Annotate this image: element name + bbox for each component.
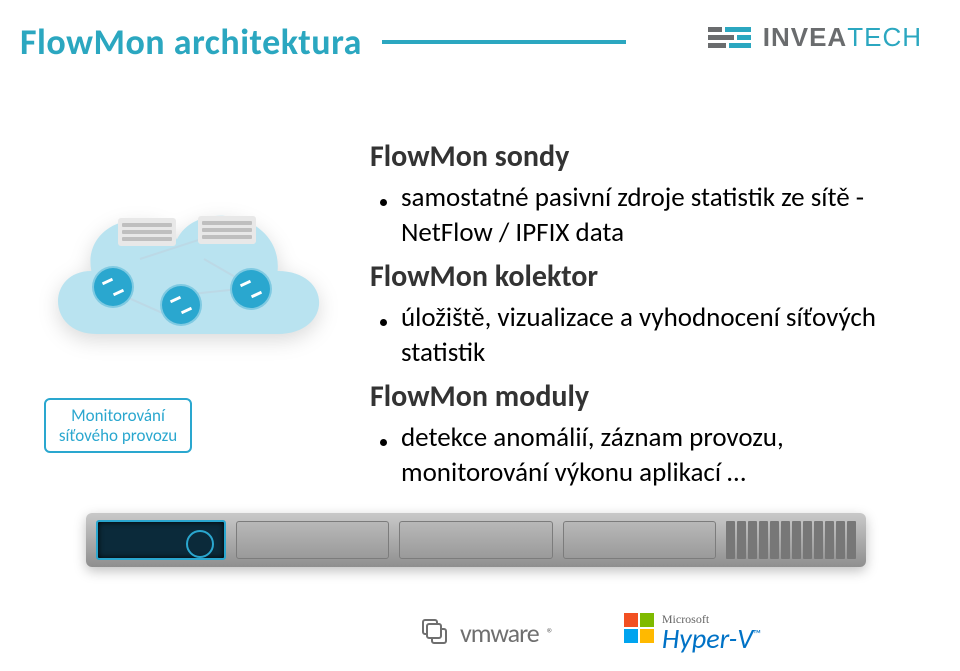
hyperv-logo: Microsoft Hyper-V™ — [624, 613, 761, 653]
server-icon — [118, 218, 176, 246]
brand-name: INVEATECH — [763, 22, 922, 53]
hyperv-text: Hyper-V™ — [662, 625, 761, 653]
monitor-label-line2: síťového provozu — [50, 426, 186, 446]
brand-logo: INVEATECH — [708, 22, 922, 53]
cloud-illustration: Monitorování síťového provozu — [32, 160, 352, 460]
microsoft-squares-icon — [624, 613, 654, 643]
partner-logos: vmware® Microsoft Hyper-V™ — [420, 613, 761, 653]
brand-name-part1: INVEA — [763, 22, 847, 52]
router-icon — [160, 284, 202, 326]
list-item: detekce anomálií, záznam provozu, monito… — [380, 421, 930, 490]
list-text: úložiště, vizualizace a vyhodnocení síťo… — [401, 301, 930, 370]
vmware-text: vmware — [460, 617, 539, 649]
router-icon — [92, 266, 134, 308]
monitor-label-line1: Monitorování — [50, 406, 186, 426]
brand-name-part2: TECH — [847, 22, 922, 52]
section-heading-sondy: FlowMon sondy — [370, 138, 930, 175]
list-text: detekce anomálií, záznam provozu, monito… — [401, 421, 930, 490]
vmware-logo: vmware® — [420, 617, 554, 649]
hardware-bay — [399, 521, 552, 559]
hardware-vents-icon — [726, 521, 856, 559]
title-bar: FlowMon architektura — [20, 14, 626, 70]
hardware-bay — [236, 521, 389, 559]
hardware-appliance — [86, 513, 866, 567]
brand-bars-icon — [708, 27, 751, 48]
router-icon — [230, 268, 272, 310]
hardware-display-icon — [96, 520, 226, 560]
monitor-label: Monitorování síťového provozu — [44, 398, 192, 453]
page-title: FlowMon architektura — [20, 20, 362, 64]
title-accent-line — [382, 40, 626, 44]
list-item: samostatné pasivní zdroje statistik ze s… — [380, 181, 930, 250]
hardware-bay — [563, 521, 716, 559]
main-content: FlowMon sondy samostatné pasivní zdroje … — [370, 130, 930, 496]
vmware-boxes-icon — [420, 617, 452, 649]
cloud-icon — [36, 166, 338, 376]
section-heading-kolektor: FlowMon kolektor — [370, 258, 930, 295]
server-icon — [198, 216, 256, 244]
section-heading-moduly: FlowMon moduly — [370, 378, 930, 415]
list-text: samostatné pasivní zdroje statistik ze s… — [401, 181, 930, 250]
list-item: úložiště, vizualizace a vyhodnocení síťo… — [380, 301, 930, 370]
